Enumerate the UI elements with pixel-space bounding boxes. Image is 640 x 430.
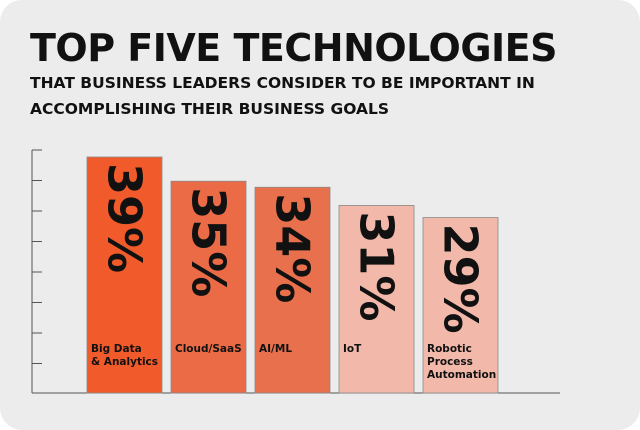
category-label: Cloud/SaaS bbox=[175, 343, 242, 355]
bar-group: 31% IoT bbox=[338, 205, 415, 394]
category-label: IoT bbox=[343, 343, 362, 355]
bar bbox=[170, 180, 247, 394]
value-label: 29% bbox=[434, 224, 488, 334]
bar-group: 34% AI/ML bbox=[254, 186, 331, 394]
value-label: 34% bbox=[266, 193, 320, 303]
chart-title: TOP FIVE TECHNOLOGIES bbox=[30, 26, 558, 70]
value-label: 39% bbox=[98, 163, 152, 273]
value-label: 35% bbox=[182, 187, 236, 297]
chart-subtitle: THAT BUSINESS LEADERS CONSIDER TO BE IMP… bbox=[30, 74, 535, 118]
bar bbox=[422, 217, 499, 394]
category-label: Big Data & Analytics bbox=[91, 343, 158, 368]
bar-group: 35% Cloud/SaaS bbox=[170, 180, 247, 394]
category-label: AI/ML bbox=[259, 343, 292, 355]
bar-group: 39% Big Data & Analytics bbox=[86, 156, 163, 394]
category-label: Robotic Process Automation bbox=[427, 343, 496, 381]
bar bbox=[254, 186, 331, 394]
value-label: 31% bbox=[350, 211, 404, 321]
bar-group: 29% Robotic Process Automation bbox=[422, 217, 499, 394]
bar bbox=[338, 205, 415, 394]
bar bbox=[86, 156, 163, 394]
